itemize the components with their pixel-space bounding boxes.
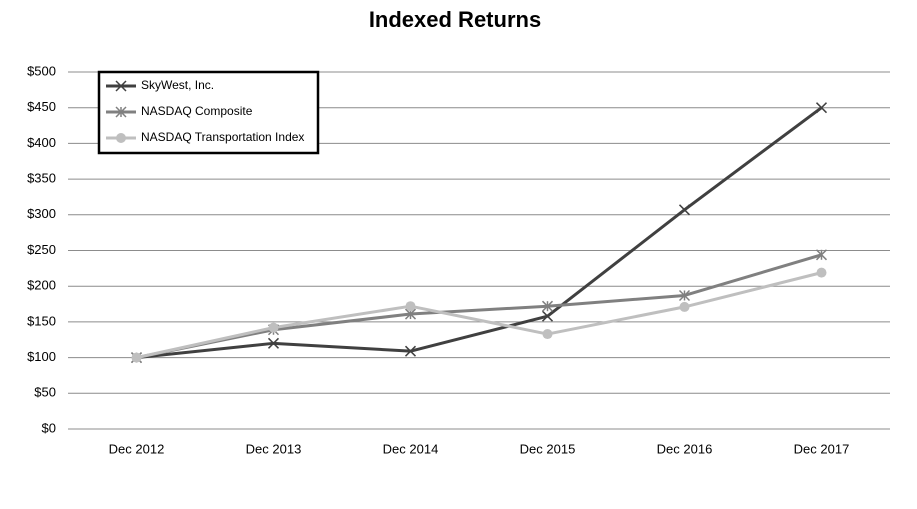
marker xyxy=(678,204,691,216)
marker xyxy=(267,337,280,349)
y-tick-label: $100 xyxy=(27,349,56,364)
series-line xyxy=(136,253,822,360)
marker xyxy=(678,289,691,302)
marker xyxy=(679,301,690,312)
legend-label: SkyWest, Inc. xyxy=(141,78,214,92)
marker xyxy=(404,345,417,357)
marker xyxy=(815,249,828,261)
y-tick-label: $50 xyxy=(34,385,56,400)
marker-stroke xyxy=(815,102,828,114)
series-line xyxy=(136,106,823,360)
y-tick-label: $400 xyxy=(27,135,56,150)
y-tick-label: $450 xyxy=(27,99,56,114)
marker xyxy=(541,310,554,322)
x-tick-label: Dec 2017 xyxy=(794,441,850,456)
series-line xyxy=(136,271,822,360)
marker-circle xyxy=(816,267,827,278)
marker xyxy=(542,329,553,340)
y-tick-label: $0 xyxy=(42,420,56,435)
marker-stroke xyxy=(115,80,127,92)
y-tick-label: $200 xyxy=(27,278,56,293)
y-tick-label: $150 xyxy=(27,313,56,328)
marker xyxy=(268,322,279,333)
y-tick-label: $300 xyxy=(27,206,56,221)
marker-stroke xyxy=(541,310,554,322)
legend: SkyWest, Inc. NASDAQ Composite NASDAQ Tran… xyxy=(97,70,320,155)
marker xyxy=(131,352,142,363)
marker-circle xyxy=(131,352,142,363)
x-tick-label: Dec 2012 xyxy=(109,441,165,456)
marker-circle xyxy=(542,329,553,340)
marker xyxy=(816,267,827,278)
y-tick-label: $250 xyxy=(27,242,56,257)
x-tick-label: Dec 2015 xyxy=(520,441,576,456)
marker xyxy=(115,106,127,118)
marker xyxy=(116,133,126,143)
marker-circle xyxy=(268,322,279,333)
marker-stroke xyxy=(267,337,280,349)
marker-circle xyxy=(679,301,690,312)
marker xyxy=(405,301,416,312)
legend-label: NASDAQ Composite xyxy=(141,104,253,118)
legend-label: NASDAQ Transportation Index xyxy=(141,130,304,144)
x-tick-label: Dec 2013 xyxy=(246,441,302,456)
marker xyxy=(115,80,127,92)
x-tick-label: Dec 2016 xyxy=(657,441,713,456)
marker-circle xyxy=(405,301,416,312)
marker xyxy=(815,102,828,114)
marker xyxy=(541,300,554,312)
x-tick-label: Dec 2014 xyxy=(383,441,439,456)
marker-circle xyxy=(116,133,126,143)
marker-stroke xyxy=(678,204,691,216)
marker-stroke xyxy=(404,345,417,357)
y-tick-label: $350 xyxy=(27,171,56,186)
chart-title: Indexed Returns xyxy=(369,7,541,32)
y-tick-label: $500 xyxy=(27,63,56,78)
